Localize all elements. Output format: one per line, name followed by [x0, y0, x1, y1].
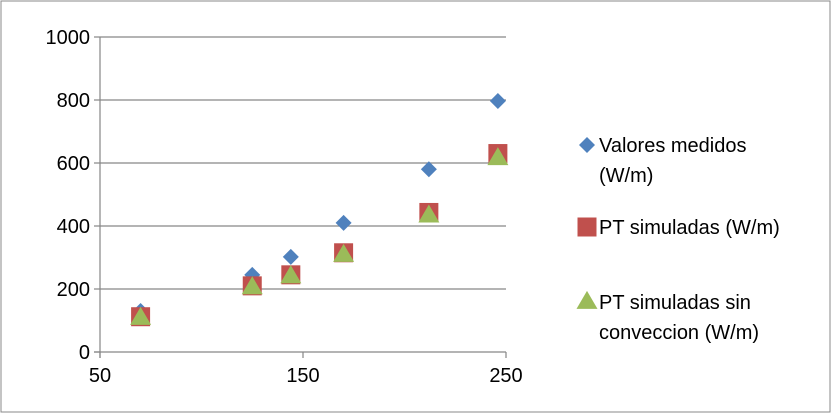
y-tick-label-2: 400: [57, 216, 90, 238]
x-tick-label-2: 250: [489, 365, 522, 387]
tick-labels: 0 200 400 600 800 1000 50 150 250: [46, 27, 523, 387]
legend: Valores medidos (W/m) PT simuladas (W/m) PT…: [576, 135, 780, 344]
y-tick-label-1: 200: [57, 279, 90, 301]
legend-marker-0: [579, 137, 595, 153]
point-s0-5: [489, 92, 506, 109]
point-s2-5: [487, 147, 509, 166]
point-s0-2: [282, 248, 299, 265]
y-tick-label-4: 800: [57, 90, 90, 112]
y-tick-label-0: 0: [79, 342, 90, 364]
legend-marker-2: [576, 290, 598, 309]
point-s2-1: [241, 276, 263, 295]
point-s0-4: [420, 161, 437, 178]
legend-label-1-0: PT simuladas (W/m): [599, 217, 780, 239]
legend-marker-1: [577, 217, 597, 237]
x-tick-label-0: 50: [89, 365, 111, 387]
point-s0-3: [335, 214, 352, 231]
y-tick-label-3: 600: [57, 153, 90, 175]
legend-label-2-0: PT simuladas sin: [599, 292, 751, 314]
x-tick-label-1: 150: [286, 365, 319, 387]
legend-label-0-0: Valores medidos: [599, 135, 746, 157]
y-tick-label-5: 1000: [46, 27, 91, 49]
data-points: [130, 92, 509, 327]
point-s2-0: [130, 306, 152, 325]
point-s2-2: [280, 265, 302, 284]
legend-label-0-1: (W/m): [599, 165, 653, 187]
gridlines: [100, 36, 506, 290]
point-s2-3: [333, 243, 355, 262]
legend-label-2-1: conveccion (W/m): [599, 322, 759, 344]
point-s2-4: [418, 204, 440, 223]
axes: [94, 36, 507, 358]
